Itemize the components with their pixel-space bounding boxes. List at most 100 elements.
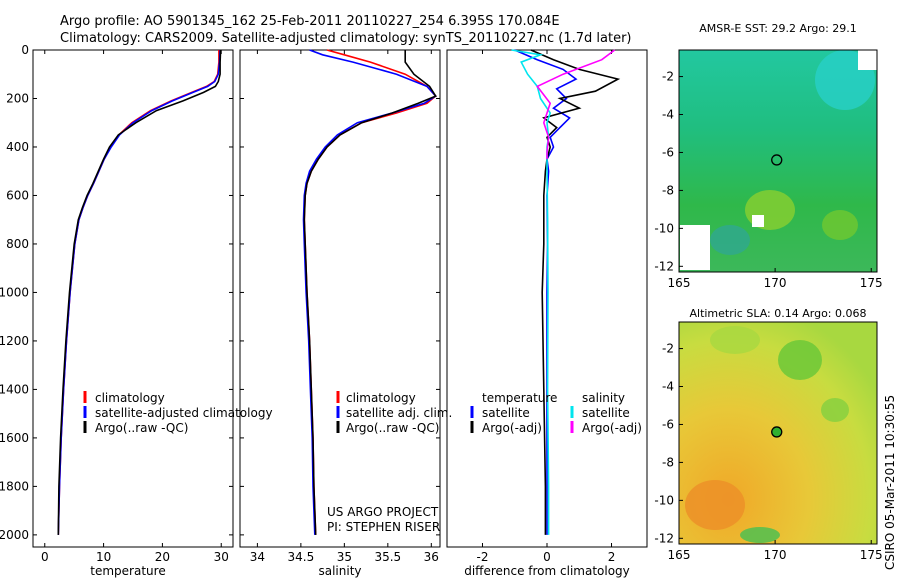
y-tick-label: -2	[662, 70, 674, 84]
temperature-legend: climatology satellite-adjusted climatolo…	[83, 391, 273, 435]
sst-map-frame	[678, 49, 878, 273]
y-tick-label: 1000	[0, 285, 29, 299]
difference-legend-sal-argo: Argo(-adj)	[582, 421, 642, 435]
temperature-panel: 0 10 20 30 0 200 400 600 800 1000 1200 1400 1600 1800…	[0, 43, 273, 578]
y-tick-label: -2	[662, 342, 674, 356]
y-tick-label: -8	[662, 455, 674, 469]
sla-blotches	[685, 326, 849, 543]
x-tick-label: 0	[41, 550, 49, 564]
sla-blotch	[821, 398, 849, 422]
salinity-legend-argo-raw: Argo(..raw -QC)	[346, 421, 439, 435]
series-line	[57, 49, 222, 535]
x-tick-label: 165	[668, 276, 691, 290]
sla-blotch	[710, 326, 760, 354]
y-tick-label: 200	[6, 91, 29, 105]
salinity-legend-satellite-adj: satellite adj. clim.	[346, 406, 452, 420]
argo-location-marker	[771, 426, 783, 438]
difference-legend-temperature-heading: temperature	[482, 391, 557, 405]
temperature-xlabel: temperature	[90, 564, 165, 578]
x-tick-label: 34.5	[288, 550, 315, 564]
sst-blotch	[822, 210, 858, 240]
y-tick-label: 1200	[0, 334, 29, 348]
series-line	[530, 49, 621, 535]
salinity-panel: 34 34.5 35 35.5 36 salinity climatology sate…	[239, 49, 452, 578]
series-line	[57, 50, 220, 535]
sst-nodata-patch	[858, 50, 877, 70]
y-tick-label: -4	[662, 380, 674, 394]
salinity-legend: climatology satellite adj. clim. Argo(..…	[336, 391, 452, 435]
sla-blotch	[778, 340, 822, 380]
sst-map-title: AMSR-E SST: 29.2 Argo: 29.1	[699, 22, 857, 35]
timestamp-label: CSIRO 05-Mar-2011 10:30:55	[883, 395, 897, 570]
y-tick-label: -6	[662, 417, 674, 431]
salinity-xlabel: salinity	[318, 564, 361, 578]
project-label: US ARGO PROJECT	[327, 505, 439, 519]
header-line1: Argo profile: AO 5901345_162 25-Feb-2011…	[60, 14, 560, 29]
x-tick-label: 175	[860, 548, 883, 562]
x-tick-label: -2	[476, 550, 488, 564]
y-tick-label: -10	[654, 493, 674, 507]
difference-legend-temp-satellite: satellite	[482, 406, 530, 420]
series-line	[57, 49, 221, 535]
x-tick-label: 170	[764, 548, 787, 562]
argo-location-marker	[771, 154, 783, 166]
x-tick-label: 2	[608, 550, 616, 564]
y-tick-label: 1600	[0, 431, 29, 445]
y-tick-label: 1400	[0, 382, 29, 396]
difference-xlabel: difference from climatology	[464, 564, 630, 578]
sst-nodata-patch	[680, 225, 710, 270]
difference-panel: -2 0 2 difference from climatology tempera…	[446, 49, 648, 578]
y-tick-label: 2000	[0, 528, 29, 542]
y-tick-label: -10	[654, 221, 674, 235]
sla-blotch	[740, 527, 780, 543]
series-line	[511, 49, 552, 535]
y-tick-label: 400	[6, 140, 29, 154]
salinity-legend-climatology: climatology	[346, 391, 416, 405]
sst-blotches	[680, 50, 877, 270]
temperature-legend-climatology: climatology	[95, 391, 165, 405]
difference-legend-temp-argo: Argo(-adj)	[482, 421, 542, 435]
series-line	[303, 50, 437, 535]
pi-label: PI: STEPHEN RISER	[327, 520, 440, 534]
sla-map-title: Altimetric SLA: 0.14 Argo: 0.068	[689, 307, 866, 320]
sst-map-panel: AMSR-E SST: 29.2 Argo: 29.1 165 170 175 -2 -…	[654, 22, 882, 290]
x-tick-label: 175	[860, 276, 883, 290]
y-tick-label: -8	[662, 183, 674, 197]
y-tick-label: 800	[6, 237, 29, 251]
series-line	[536, 49, 616, 160]
salinity-plot-frame	[239, 49, 441, 548]
x-tick-label: 36	[424, 550, 439, 564]
sst-blotch	[710, 225, 750, 255]
sla-blotch	[685, 480, 745, 530]
sla-map-frame	[678, 321, 878, 545]
series-line	[302, 49, 437, 535]
x-tick-label: 20	[155, 550, 170, 564]
difference-legend-sal-satellite: satellite	[582, 406, 630, 420]
x-tick-label: 34	[250, 550, 265, 564]
y-tick-label: 1800	[0, 479, 29, 493]
x-tick-label: 0	[543, 550, 551, 564]
y-tick-label: -6	[662, 145, 674, 159]
y-tick-label: -12	[654, 531, 674, 545]
sla-map-panel: Altimetric SLA: 0.14 Argo: 0.068 165 170 1…	[654, 307, 882, 562]
x-tick-label: 165	[668, 548, 691, 562]
x-tick-label: 10	[96, 550, 111, 564]
difference-legend-salinity-heading: salinity	[582, 391, 625, 405]
header-line2: Climatology: CARS2009. Satellite-adjuste…	[60, 31, 632, 46]
y-tick-label: 0	[21, 43, 29, 57]
y-tick-label: 600	[6, 188, 29, 202]
y-tick-label: -4	[662, 108, 674, 122]
x-tick-label: 30	[214, 550, 229, 564]
series-line	[303, 49, 437, 535]
x-tick-label: 35.5	[374, 550, 401, 564]
temperature-legend-argo-raw: Argo(..raw -QC)	[95, 421, 188, 435]
x-tick-label: 35	[337, 550, 352, 564]
temperature-plot-frame	[32, 49, 234, 548]
series-line	[514, 49, 578, 535]
y-tick-label: -12	[654, 259, 674, 273]
sst-nodata-patch	[752, 215, 764, 227]
temperature-legend-satellite-adjusted: satellite-adjusted climatology	[95, 406, 273, 420]
x-tick-label: 170	[764, 276, 787, 290]
difference-legend: temperature satellite Argo(-adj) salinit…	[470, 391, 642, 435]
